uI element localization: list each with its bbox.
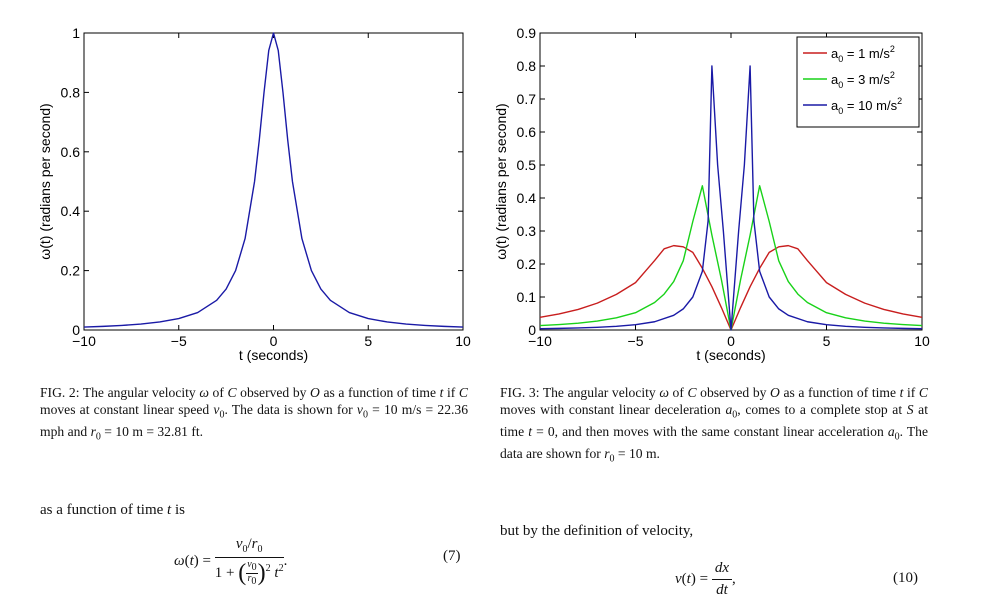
- fig2-xtick-label: 0: [270, 333, 278, 349]
- fig2-ytick-label: 0.8: [61, 84, 81, 100]
- fig3-ytick-label: 0.7: [517, 91, 537, 107]
- fig3-x-axis-label: t (seconds): [696, 347, 765, 363]
- fig3-ytick-label: 0.3: [517, 223, 537, 239]
- fig2-xtick-label: 10: [455, 333, 471, 349]
- figure-2-plot: −10 −5 0 5 10 0 0.2 0.4 0.6 0.8 1 t (seconds) ω(t) (…: [37, 25, 471, 363]
- fig2-series-line-0: [83, 32, 464, 328]
- figure-3-plot: −10 −5 0 5 10 0 0.1 0.2 0.3 0.4 0.5 0.6 0.7 0.8 0.9 t (…: [493, 25, 930, 363]
- fig3-ytick-label: 0.1: [517, 289, 537, 305]
- fig3-legend-box: [796, 36, 920, 128]
- equation-7-number: (7): [443, 548, 461, 564]
- equation-10-number: (10): [893, 570, 918, 586]
- fig3-ytick-label: 0.2: [517, 256, 537, 272]
- fig2-xtick-label: −5: [171, 333, 187, 349]
- fig2-axes-frame: [83, 32, 464, 331]
- fig2-ytick-label: 0.4: [61, 203, 81, 219]
- fig3-xtick-label: 10: [914, 333, 930, 349]
- fig3-ytick-label: 0.9: [517, 25, 537, 41]
- fig3-ytick-label: 0.5: [517, 157, 537, 173]
- fig3-y-axis-label: ω(t) (radians per second): [493, 103, 509, 259]
- fig3-ytick-label: 0.8: [517, 58, 537, 74]
- fig2-xtick-label: −10: [72, 333, 96, 349]
- fig2-xtick-label: 5: [364, 333, 372, 349]
- figure-2-caption: FIG. 2: The angular velocity ω of C obse…: [40, 385, 468, 443]
- fig2-ytick-label: 1: [72, 25, 80, 41]
- equation-7: ω(t) = v0/r0 1 + (v0 r0)2 t2 .: [174, 536, 288, 587]
- fig3-ytick-label: 0: [528, 322, 536, 338]
- fig3-ytick-label: 0.4: [517, 190, 537, 206]
- equation-10: v(t) = dx dt ,: [675, 560, 736, 598]
- fig3-legend-label: a0 = 3 m/s2: [831, 70, 895, 90]
- fig3-series-line-2: [539, 65, 923, 331]
- figure-3-caption: FIG. 3: The angular velocity ω of C obse…: [500, 385, 928, 465]
- fig2-ytick-label: 0: [72, 322, 80, 338]
- fig2-ytick-label: 0.2: [61, 263, 81, 279]
- fig3-ytick-label: 0.6: [517, 124, 537, 140]
- right-body-text: but by the definition of velocity,: [500, 523, 694, 539]
- fig3-series-line-1: [539, 185, 923, 331]
- fig3-xtick-label: −5: [628, 333, 644, 349]
- fig2-y-axis-label: ω(t) (radians per second): [37, 103, 53, 259]
- fig3-legend-label: a0 = 1 m/s2: [831, 44, 895, 64]
- fig3-legend-label: a0 = 10 m/s2: [831, 96, 902, 116]
- fig3-series-line-0: [539, 244, 923, 331]
- fig3-xtick-label: 0: [727, 333, 735, 349]
- fig3-xtick-label: −10: [528, 333, 552, 349]
- fig3-xtick-label: 5: [823, 333, 831, 349]
- fig2-ytick-label: 0.6: [61, 144, 81, 160]
- fig2-x-axis-label: t (seconds): [239, 347, 308, 363]
- left-body-text: as a function of time t is: [40, 502, 185, 518]
